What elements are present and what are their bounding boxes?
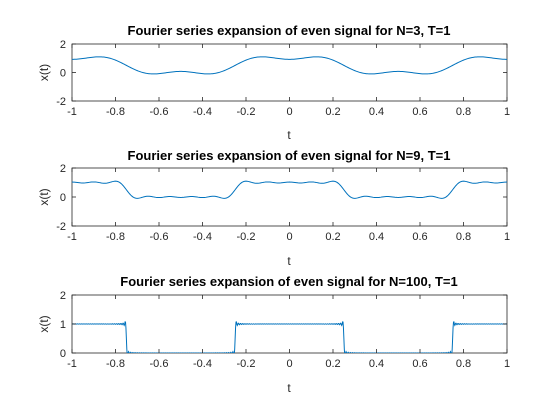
x-tick-label: 0.6 bbox=[412, 231, 427, 243]
y-tick-label: 2 bbox=[60, 290, 66, 302]
y-tick-label: 0 bbox=[60, 348, 66, 360]
subplot-n3-plot bbox=[72, 56, 507, 75]
x-tick-label: -0.8 bbox=[106, 231, 125, 243]
x-tick-label: 0.4 bbox=[369, 106, 384, 118]
subplot-n100-ticks: -1 -0.8 -0.6 -0.4 -0.2 0 0.2 0.4 0.6 0.8 1 0 1 2 bbox=[60, 290, 510, 370]
x-tick-label: 0.6 bbox=[412, 358, 427, 370]
x-tick-label: -0.2 bbox=[237, 106, 256, 118]
x-tick-label: -1 bbox=[67, 231, 77, 243]
x-tick-label: -0.2 bbox=[237, 358, 256, 370]
series-line-0 bbox=[72, 180, 507, 199]
x-tick-label: -0.6 bbox=[150, 231, 169, 243]
x-tick-label: -1 bbox=[67, 358, 77, 370]
series-line-0 bbox=[72, 56, 507, 75]
x-tick-label: -1 bbox=[67, 106, 77, 118]
subplot-n3-title: Fourier series expansion of even signal … bbox=[128, 23, 451, 38]
x-tick-label: -0.4 bbox=[193, 358, 212, 370]
subplot-n9-ylabel: x(t) bbox=[37, 188, 51, 205]
y-tick-label: -2 bbox=[56, 221, 66, 233]
subplot-n3: Fourier series expansion of even signal … bbox=[37, 23, 510, 142]
subplot-n3-xlabel: t bbox=[287, 128, 291, 142]
y-tick-label: 0 bbox=[60, 68, 66, 80]
subplot-n9-title: Fourier series expansion of even signal … bbox=[128, 148, 451, 163]
series-line-0 bbox=[72, 321, 507, 353]
x-tick-label: 0.8 bbox=[456, 231, 471, 243]
x-tick-label: 0 bbox=[286, 106, 292, 118]
x-tick-label: 0 bbox=[286, 358, 292, 370]
x-tick-label: 0.4 bbox=[369, 231, 384, 243]
subplot-n3-ticks: -1 -0.8 -0.6 -0.4 -0.2 0 0.2 0.4 0.6 0.8 1 -2 0 2 bbox=[56, 39, 510, 118]
y-tick-label: 2 bbox=[60, 39, 66, 51]
subplot-n9: Fourier series expansion of even signal … bbox=[37, 148, 510, 268]
x-tick-label: 0 bbox=[286, 231, 292, 243]
subplot-n9-xlabel: t bbox=[287, 254, 291, 268]
x-tick-label: -0.8 bbox=[106, 106, 125, 118]
x-tick-label: 0.8 bbox=[456, 106, 471, 118]
x-tick-label: -0.4 bbox=[193, 106, 212, 118]
x-tick-label: 1 bbox=[504, 106, 510, 118]
x-tick-label: 1 bbox=[504, 358, 510, 370]
subplot-n9-axes bbox=[71, 167, 508, 227]
x-tick-label: 0.2 bbox=[325, 358, 340, 370]
y-tick-label: 0 bbox=[60, 192, 66, 204]
x-tick-label: 0.4 bbox=[369, 358, 384, 370]
x-tick-label: 0.6 bbox=[412, 106, 427, 118]
subplot-n100: Fourier series expansion of even signal … bbox=[37, 274, 510, 395]
x-tick-label: 0.2 bbox=[325, 106, 340, 118]
x-tick-label: 0.2 bbox=[325, 231, 340, 243]
subplot-n3-axes bbox=[71, 43, 508, 102]
x-tick-label: 0.8 bbox=[456, 358, 471, 370]
subplot-n100-xlabel: t bbox=[287, 381, 291, 395]
x-tick-label: -0.4 bbox=[193, 231, 212, 243]
x-tick-label: -0.8 bbox=[106, 358, 125, 370]
x-tick-label: -0.6 bbox=[150, 106, 169, 118]
y-tick-label: -2 bbox=[56, 96, 66, 108]
subplot-n3-ylabel: x(t) bbox=[37, 64, 51, 81]
x-tick-label: -0.6 bbox=[150, 358, 169, 370]
x-tick-label: 1 bbox=[504, 231, 510, 243]
x-tick-label: -0.2 bbox=[237, 231, 256, 243]
y-tick-label: 2 bbox=[60, 163, 66, 175]
subplot-n100-title: Fourier series expansion of even signal … bbox=[120, 274, 457, 289]
subplot-n9-plot bbox=[72, 180, 507, 199]
y-tick-label: 1 bbox=[60, 319, 66, 331]
subplot-n9-ticks: -1 -0.8 -0.6 -0.4 -0.2 0 0.2 0.4 0.6 0.8 1 -2 0 2 bbox=[56, 163, 510, 243]
subplot-n100-ylabel: x(t) bbox=[37, 315, 51, 332]
subplot-n100-plot bbox=[72, 321, 507, 353]
